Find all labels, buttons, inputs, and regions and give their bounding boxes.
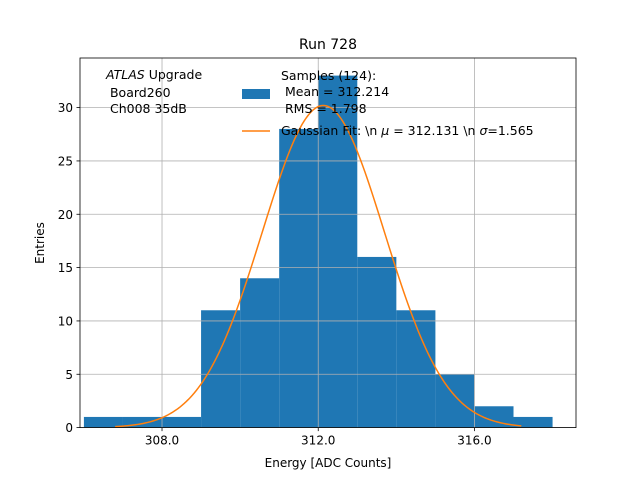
y-tick-label: 20	[58, 208, 73, 222]
atlas-annotation: ATLAS Upgrade Board260 Ch008 35dB	[105, 67, 202, 116]
legend-fit-mu-value: = 312.131 \n	[389, 123, 479, 138]
annotation-line-3: Ch008 35dB	[106, 101, 187, 116]
x-axis-label: Energy [ADC Counts]	[265, 456, 392, 470]
y-tick-label: 0	[65, 421, 73, 435]
chart-title: Run 728	[299, 37, 357, 53]
x-tick-label: 312.0	[301, 434, 335, 448]
annotation-upgrade: Upgrade	[145, 67, 203, 82]
legend-fit-sigma-value: =1.565	[487, 123, 533, 138]
y-tick-label: 15	[58, 261, 73, 275]
histogram-bar	[474, 406, 514, 428]
histogram-bar	[162, 416, 202, 428]
y-tick-label: 5	[65, 368, 73, 382]
annotation-line-1: ATLAS Upgrade	[105, 67, 202, 82]
plot-frame	[79, 57, 577, 429]
y-tick-label: 10	[58, 314, 73, 328]
y-axis-ticks: 0 5 10 15 20 25 30	[58, 101, 80, 435]
y-tick-label: 25	[58, 154, 73, 168]
legend-fit-label: Gaussian Fit: \n μ = 312.131 \n σ=1.565	[281, 123, 534, 138]
x-axis-ticks: 308.0 312.0 316.0	[145, 427, 492, 448]
histogram-bar	[357, 256, 397, 428]
legend-fit-prefix: Gaussian Fit: \n	[281, 123, 381, 138]
legend-samples-line-1: Samples (124):	[281, 68, 376, 83]
histogram-bar	[201, 310, 241, 428]
legend-fit-mu-symbol: μ	[380, 123, 389, 138]
legend-samples-line-3: RMS = 1.798	[281, 101, 367, 116]
histogram-bar	[318, 75, 358, 428]
legend: Samples (124): Mean = 312.214 RMS = 1.79…	[242, 68, 534, 138]
legend-samples-line-2: Mean = 312.214	[281, 84, 389, 99]
y-axis-label: Entries	[33, 222, 47, 264]
x-tick-label: 308.0	[145, 434, 179, 448]
histogram-bar	[513, 416, 553, 428]
x-tick-label: 316.0	[457, 434, 491, 448]
histogram-bar	[122, 416, 163, 428]
histogram-bar	[396, 310, 436, 428]
annotation-atlas: ATLAS	[105, 67, 145, 82]
histogram-bar	[83, 416, 123, 428]
y-tick-label: 30	[58, 101, 73, 115]
legend-fit-sigma-symbol: σ	[479, 123, 488, 138]
gaussian-fit-curve	[115, 104, 522, 428]
histogram-bar	[435, 374, 475, 428]
histogram-bar	[240, 278, 280, 428]
annotation-line-2: Board260	[106, 85, 171, 100]
histogram-bar	[279, 128, 319, 428]
legend-samples-swatch	[242, 89, 270, 99]
histogram-bars	[83, 75, 553, 428]
